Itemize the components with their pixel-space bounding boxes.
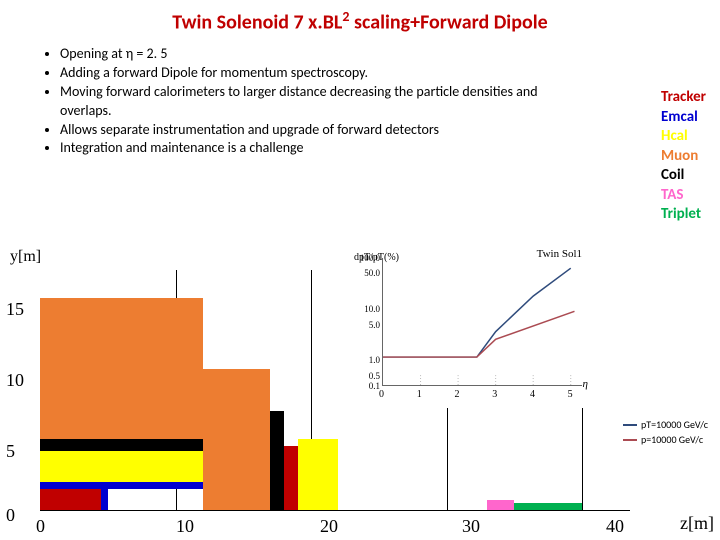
x-tick: 20 — [320, 516, 338, 537]
inset-axis — [382, 258, 582, 386]
inset-ytick: 100.0 — [358, 253, 380, 263]
inset-legend-item: pT=10000 GeV/c — [623, 418, 708, 431]
inset-ytick: 0.5 — [358, 371, 380, 381]
legend-item: Coil — [661, 166, 706, 186]
emcal-endcap — [101, 489, 108, 510]
tracker-fwd — [284, 446, 298, 510]
legend-item: Triplet — [661, 205, 706, 225]
coil-fwd — [270, 411, 284, 510]
bullet-item: Adding a forward Dipole for momentum spe… — [60, 64, 550, 83]
inset-xtick: 3 — [492, 389, 497, 400]
legend-item: Hcal — [661, 127, 706, 147]
inset-xtick: 0 — [379, 389, 384, 400]
detector-legend: TrackerEmcalHcalMuonCoilTASTriplet — [661, 88, 706, 225]
tas — [487, 500, 514, 510]
inset-ytick: 5.0 — [358, 320, 380, 330]
inset-legend-item: p=10000 GeV/c — [623, 433, 708, 446]
inset-svg — [383, 258, 582, 385]
legend-item: Muon — [661, 147, 706, 167]
title-prefix: Twin Solenoid 7 x.BL — [172, 11, 342, 35]
inset-ytick: 50.0 — [358, 268, 380, 278]
inset-ytick: 10.0 — [358, 304, 380, 314]
y-tick: 15 — [6, 299, 24, 320]
hcal-barrel — [40, 451, 203, 482]
legend-item: Tracker — [661, 88, 706, 108]
bullet-item: Moving forward calorimeters to larger di… — [60, 83, 550, 121]
inset-xtick: 4 — [530, 389, 535, 400]
coil-barrel — [40, 439, 216, 450]
legend-item: TAS — [661, 186, 706, 206]
resolution-inset: Twin Sol1 dpT/pT(%) η 100.050.010.05.01.… — [352, 248, 592, 408]
title-suffix: scaling+Forward Dipole — [349, 11, 547, 35]
x-tick: 10 — [176, 516, 194, 537]
bullet-item: Allows separate instrumentation and upgr… — [60, 121, 550, 140]
bullet-item: Opening at η = 2. 5 — [60, 45, 550, 64]
slide-title: Twin Solenoid 7 x.BL2 scaling+Forward Di… — [0, 0, 720, 35]
inset-series-p10000 — [383, 311, 574, 357]
x-tick: 30 — [462, 516, 480, 537]
bullet-item: Integration and maintenance is a challen… — [60, 139, 550, 158]
y-tick: 0 — [6, 505, 15, 526]
inset-series-pt10000 — [383, 268, 571, 357]
triplet — [514, 503, 582, 510]
legend-item: Emcal — [661, 108, 706, 128]
tracker — [40, 489, 101, 510]
y-axis-label: y[m] — [10, 248, 41, 266]
inset-ytick: 0.1 — [358, 381, 380, 391]
y-tick: 10 — [6, 370, 24, 391]
inset-xtick: 2 — [454, 389, 459, 400]
inset-xtick: 5 — [568, 389, 573, 400]
muon-endcap — [203, 369, 271, 510]
y-tick: 5 — [6, 441, 15, 462]
muon-barrel — [40, 298, 203, 439]
inset-xtick: 1 — [417, 389, 422, 400]
inset-ytick: 1.0 — [358, 355, 380, 365]
inset-xlabel: η — [583, 378, 588, 390]
hcal-fwd — [298, 439, 339, 510]
x-tick: 0 — [36, 516, 45, 537]
bullet-list: Opening at η = 2. 5Adding a forward Dipo… — [40, 45, 550, 158]
emcal-barrel — [40, 482, 203, 489]
z-axis-label: z[m] — [680, 513, 714, 534]
inset-legend: pT=10000 GeV/c p=10000 GeV/c — [623, 418, 708, 448]
x-tick: 40 — [606, 516, 624, 537]
